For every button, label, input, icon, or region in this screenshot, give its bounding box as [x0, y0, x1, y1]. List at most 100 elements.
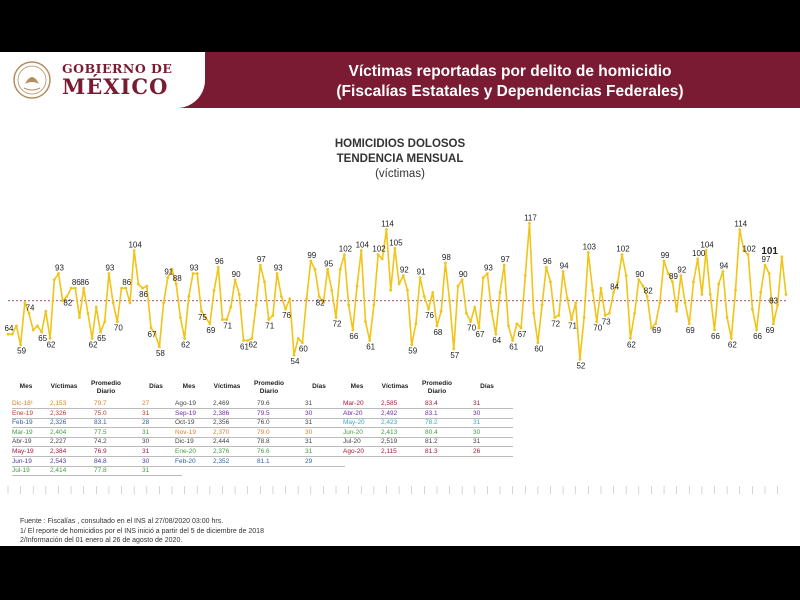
table-cell-dias: 30	[473, 409, 481, 417]
data-point	[263, 280, 266, 284]
table-cell-victimas: 2,326	[50, 409, 67, 417]
table-cell-mes: Feb-19	[12, 419, 33, 427]
data-point	[422, 295, 426, 298]
table-row: May-19 2,384 76.9 31	[12, 447, 182, 457]
table-cell-mes: Ago-20	[343, 448, 364, 455]
data-point	[637, 278, 641, 282]
data-point	[174, 282, 178, 286]
data-point	[242, 339, 245, 342]
data-label: 73	[602, 317, 611, 326]
table-cell-promedio: 77.8	[94, 467, 107, 475]
data-point	[502, 263, 506, 267]
data-point	[183, 337, 187, 340]
table-cell-promedio: 78.8	[257, 438, 270, 446]
data-point	[351, 328, 355, 332]
table-row: Jul-20 2,519 81.2 31	[343, 437, 513, 448]
data-point	[574, 301, 578, 305]
data-point	[536, 341, 540, 344]
data-point	[464, 311, 468, 315]
data-point	[212, 288, 216, 292]
data-point	[78, 316, 81, 319]
data-point	[771, 322, 775, 326]
data-point	[645, 295, 649, 298]
data-point	[359, 249, 363, 252]
data-point	[73, 286, 77, 290]
data-point	[607, 311, 611, 315]
data-label: 90	[232, 270, 241, 279]
table-cell-victimas: 2,404	[50, 428, 67, 436]
chart-units: (víctimas)	[375, 168, 425, 180]
data-point	[443, 261, 447, 265]
data-point	[481, 276, 485, 280]
data-point	[237, 293, 241, 296]
table-row: Ene-19 2,326 75.0 31	[12, 409, 182, 419]
table-cell-promedio: 76.9	[94, 448, 107, 455]
data-point	[82, 286, 86, 290]
data-point	[679, 274, 683, 278]
data-label: 65	[38, 334, 47, 343]
data-label: 91	[417, 268, 426, 277]
data-label: 104	[128, 240, 142, 249]
data-point	[734, 288, 737, 292]
data-point	[742, 249, 746, 252]
header-bar: GOBIERNO DE MÉXICO Víctimas reportadas p…	[0, 52, 800, 108]
data-point	[557, 313, 561, 317]
data-point	[671, 280, 674, 284]
table-cell-victimas: 2,413	[381, 428, 398, 436]
data-point	[380, 257, 384, 261]
data-point	[578, 357, 582, 361]
data-point	[750, 307, 754, 311]
data-label: 52	[576, 361, 585, 370]
data-point	[44, 309, 48, 313]
data-label: 67	[476, 330, 485, 339]
data-point	[120, 286, 123, 290]
data-point	[48, 337, 52, 340]
table-cell-victimas: 2,356	[213, 419, 230, 427]
data-label: 75	[198, 313, 207, 322]
data-point	[565, 297, 569, 301]
data-point	[170, 267, 174, 271]
data-label: 102	[742, 245, 756, 254]
table-cell-dias: 30	[473, 428, 481, 436]
chart-title-line1: HOMICIDIOS DOLOSOS	[334, 138, 466, 150]
data-point	[128, 301, 132, 305]
data-point	[313, 267, 317, 271]
data-point	[448, 299, 451, 303]
data-point	[410, 343, 414, 347]
table-row: Dic-18¹ 2,153 79.7 27	[12, 399, 182, 409]
data-point	[305, 297, 308, 301]
table-header: Días	[480, 383, 494, 390]
data-point	[334, 316, 338, 319]
data-point	[372, 303, 376, 307]
table-cell-mes: Jun-20	[343, 428, 363, 436]
data-point	[620, 253, 624, 257]
table-cell-dias: 31	[305, 448, 313, 455]
data-label: 58	[156, 349, 165, 358]
chart-title-line2: TENDENCIA MENSUAL	[336, 153, 464, 165]
data-label: 84	[610, 282, 619, 291]
data-point	[696, 257, 700, 261]
data-point	[132, 249, 136, 252]
data-point	[284, 307, 287, 311]
data-label: 86	[80, 278, 89, 287]
data-label: 86	[122, 278, 131, 287]
data-label: 114	[734, 220, 747, 229]
data-point	[523, 274, 527, 278]
data-point	[439, 309, 443, 313]
table-header: Mes	[19, 383, 33, 390]
data-point	[376, 253, 380, 257]
series-line	[8, 222, 787, 361]
table-cell-dias: 31	[473, 419, 481, 427]
data-point	[776, 303, 779, 307]
data-point	[36, 324, 39, 328]
table-header: Promedio Diario	[254, 380, 284, 395]
data-label: 102	[616, 245, 630, 254]
data-point	[65, 295, 69, 298]
table-cell-dias: 31	[473, 400, 481, 407]
table-header: Días	[149, 383, 163, 390]
data-label: 61	[366, 343, 375, 352]
table-row: May-20 2,423 78.2 31	[343, 418, 513, 429]
table-cell-victimas: 2,376	[213, 448, 230, 455]
table-cell-promedio: 81.2	[425, 438, 438, 446]
data-point	[641, 284, 645, 288]
